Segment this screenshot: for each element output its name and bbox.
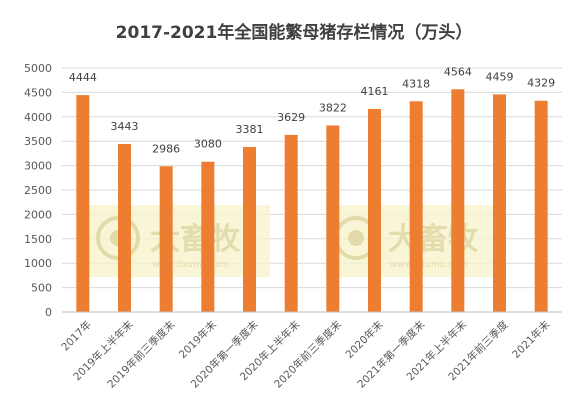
bar (534, 100, 548, 312)
x-tick-label: 2020年前三季度末 (271, 318, 344, 391)
chart-title: 2017-2021年全国能繁母猪存栏情况（万头） (115, 23, 473, 43)
y-tick-label: 2500 (24, 184, 52, 197)
watermark-logo-icon (348, 230, 364, 246)
data-label: 3822 (319, 101, 347, 114)
data-label: 4329 (527, 77, 555, 90)
data-label: 4459 (486, 70, 514, 83)
y-tick-label: 500 (31, 282, 52, 295)
x-tick-label: 2021年末 (509, 318, 552, 361)
y-tick-label: 4500 (24, 86, 52, 99)
data-label: 4444 (69, 71, 97, 84)
y-tick-label: 5000 (24, 62, 52, 75)
watermark-text: 大畜牧 (388, 222, 479, 257)
x-tick-label: 2020年末 (343, 318, 386, 361)
bar (76, 95, 90, 312)
data-label: 3443 (111, 120, 139, 133)
y-tick-label: 3000 (24, 160, 52, 173)
x-tick-label: 2017年 (59, 318, 95, 354)
bar (409, 101, 423, 312)
bar (451, 89, 465, 313)
y-tick-label: 3500 (24, 135, 52, 148)
bar (159, 166, 173, 312)
data-label: 3629 (277, 111, 305, 124)
bar (284, 134, 298, 312)
watermark-url: www.dxumu.com (390, 260, 467, 270)
y-tick-label: 1000 (24, 257, 52, 270)
bar (326, 125, 340, 313)
data-label: 4161 (361, 85, 389, 98)
bar (201, 161, 215, 312)
data-label: 4318 (402, 77, 430, 90)
x-tick-label: 2020年第一季度末 (188, 318, 261, 391)
data-label: 3080 (194, 138, 222, 151)
watermark-url: www.dxumu.com (152, 260, 229, 270)
bar (493, 94, 506, 312)
bar (243, 147, 256, 312)
y-tick-label: 2000 (24, 208, 52, 221)
x-tick-label: 2021年第一季度末 (355, 318, 428, 391)
y-tick-label: 0 (45, 306, 52, 319)
bar (368, 108, 381, 312)
x-tick-label: 2019年前三季度末 (105, 318, 178, 391)
data-label: 3381 (236, 123, 264, 136)
bar (118, 143, 131, 312)
data-label: 2986 (152, 142, 180, 155)
y-tick-label: 4000 (24, 111, 52, 124)
y-tick-label: 1500 (24, 233, 52, 246)
data-label: 4564 (444, 65, 472, 78)
x-tick-label: 2019年末 (176, 318, 219, 361)
